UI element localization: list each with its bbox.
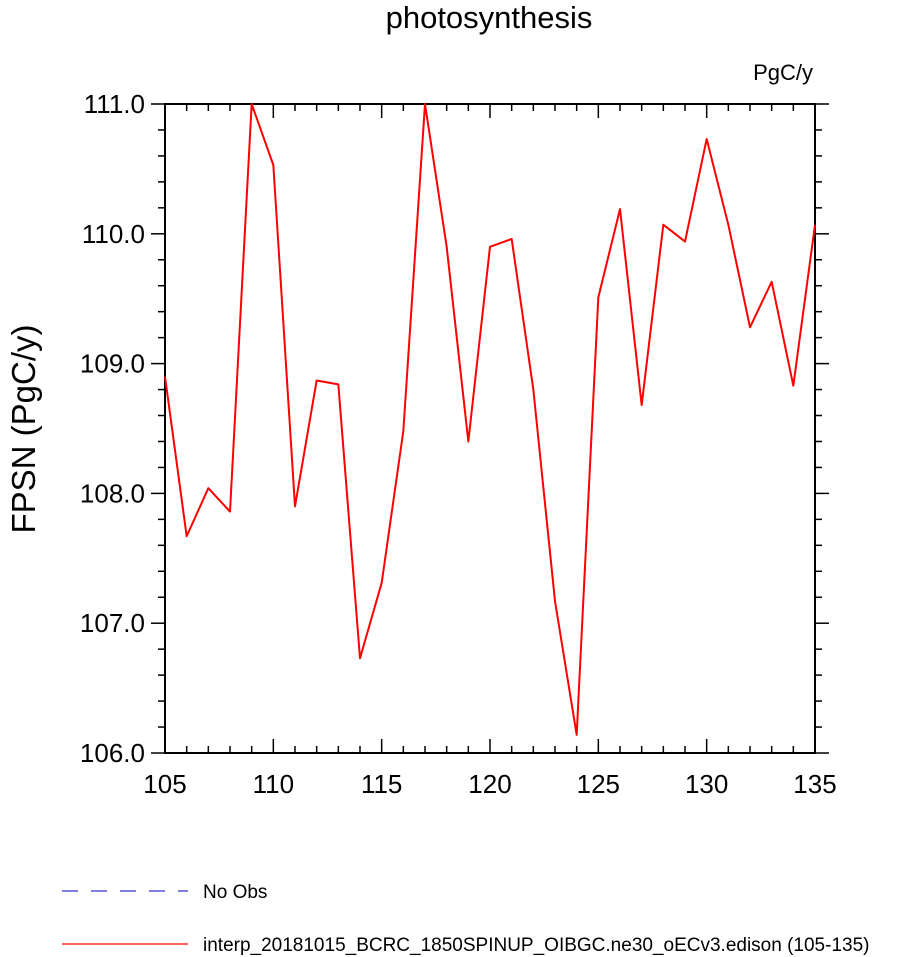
y-tick-label: 108.0 <box>80 478 145 508</box>
y-tick-label: 106.0 <box>80 738 145 768</box>
units-label: PgC/y <box>753 60 813 85</box>
series-line <box>164 103 816 736</box>
x-tick-label: 105 <box>143 769 186 799</box>
y-tick-label: 111.0 <box>84 89 145 119</box>
y-axis-label: FPSN (PgC/y) <box>5 324 42 533</box>
x-tick-label: 120 <box>468 769 511 799</box>
x-tick-label: 110 <box>253 769 294 799</box>
x-tick-label: 125 <box>577 769 620 799</box>
legend: No Obs interp_20181015_BCRC_1850SPINUP_OI… <box>62 882 869 956</box>
y-tick-label: 109.0 <box>80 349 145 379</box>
legend-label: No Obs <box>203 882 267 903</box>
y-tick-label: 107.0 <box>80 608 145 638</box>
chart-title: photosynthesis <box>386 0 593 35</box>
x-tick-label: 130 <box>685 769 728 799</box>
plot-area: 105 110 115 120 125 130 135 106.0 107.0 108.0 109.… <box>80 89 837 799</box>
plot-frame <box>164 103 816 754</box>
y-tick-label: 110.0 <box>82 219 145 249</box>
x-tick-label: 135 <box>793 769 836 799</box>
legend-label: interp_20181015_BCRC_1850SPINUP_OIBGC.ne… <box>203 935 869 956</box>
x-tick-label: 115 <box>361 769 402 799</box>
